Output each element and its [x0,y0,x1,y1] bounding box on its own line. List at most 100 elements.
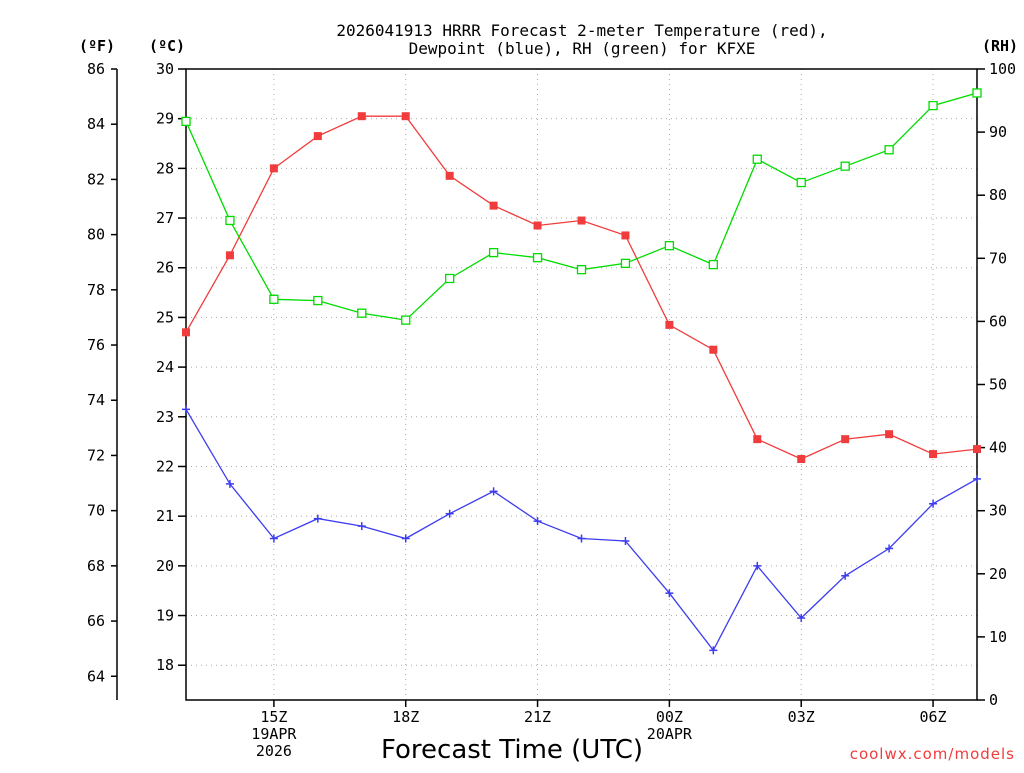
temperature-point [357,112,366,121]
x-tick-label: 03Z [788,708,815,726]
x-tick-label: 00Z [656,708,683,726]
rh-point [752,154,762,164]
rh-point [225,215,235,226]
temperature-point [182,328,190,337]
temperature-point [929,450,938,459]
rh-tick-label: 40 [989,439,1007,457]
dewpoint-point [929,499,938,508]
temperature-point [225,251,234,260]
dewpoint-point [797,614,806,623]
temperature-point [665,320,674,329]
dewpoint-point [533,517,542,526]
fahrenheit-tick-label: 80 [87,226,105,244]
dewpoint-point [357,522,366,531]
rh-tick-label: 100 [989,60,1016,78]
temperature-point [973,445,981,454]
dewpoint-point [577,534,586,543]
temperature-point [885,430,894,439]
fahrenheit-tick-label: 72 [87,446,105,464]
temperature-point [753,435,762,444]
rh-point [181,116,191,127]
rh-point [445,273,455,284]
celsius-tick-label: 24 [156,358,174,376]
rh-point [664,241,675,251]
rh-tick-label: 90 [989,123,1007,141]
axes: 18 19 20 21 22 23 24 25 26 27 28 29 30 64 66 68 70 72 74 76… [87,60,1016,760]
temperature-point [401,112,410,121]
fahrenheit-tick-label: 74 [87,391,105,409]
x-tick-label: 21Z [524,708,551,726]
x-tick-year-label: 2026 [256,742,292,760]
rh-point [269,294,279,304]
celsius-tick-label: 25 [156,308,174,326]
fahrenheit-unit-label: (ºF) [79,37,115,55]
dewpoint-point [841,571,850,580]
x-axis-label: Forecast Time (UTC) [381,735,643,765]
rh-tick-label: 10 [989,628,1007,646]
dewpoint-point [269,534,278,543]
dewpoint-point [313,514,322,523]
rh-tick-label: 60 [989,312,1007,330]
x-tick-label: 06Z [920,708,947,726]
fahrenheit-tick-label: 78 [87,281,105,299]
temperature-point [269,164,278,173]
chart-title-line1: 2026041913 HRRR Forecast 2-meter Tempera… [336,21,827,40]
rh-point [576,265,587,275]
celsius-tick-label: 26 [156,259,174,277]
chart-title-line2: Dewpoint (blue), RH (green) for KFXE [409,39,756,58]
dewpoint-line [185,408,978,652]
x-tick-label: 18Z [392,708,419,726]
temperature-point [489,201,498,210]
temperature-point [313,132,322,141]
dewpoint-point [709,646,718,655]
rh-point [488,247,499,258]
temperature-point [577,216,586,225]
rh-point [313,295,323,306]
temperature-line [185,115,978,460]
celsius-tick-label: 21 [156,507,174,525]
dewpoint-point [182,405,190,414]
rh-tick-label: 0 [989,691,998,709]
rh-point [972,88,982,98]
rh-tick-label: 80 [989,186,1007,204]
dewpoint-point [885,544,894,553]
celsius-tick-label: 30 [156,60,174,78]
rh-tick-label: 30 [989,502,1007,520]
celsius-tick-label: 23 [156,408,174,426]
celsius-tick-label: 22 [156,457,174,475]
dewpoint-point [621,537,630,546]
fahrenheit-tick-label: 68 [87,557,105,575]
celsius-tick-label: 20 [156,557,174,575]
fahrenheit-tick-label: 84 [87,115,105,133]
dewpoint-point [401,534,410,543]
x-tick-date-label: 20APR [647,725,693,743]
rh-point [884,145,894,155]
celsius-tick-label: 28 [156,159,174,177]
fahrenheit-tick-label: 66 [87,612,105,630]
celsius-tick-label: 19 [156,607,174,625]
rh-unit-label: (RH) [982,37,1018,55]
celsius-unit-label: (ºC) [149,37,185,55]
fahrenheit-tick-label: 70 [87,502,105,520]
temperature-point [841,435,850,444]
celsius-tick-label: 29 [156,110,174,128]
fahrenheit-tick-label: 64 [87,667,105,685]
data-series [181,88,982,655]
rh-point [840,161,850,171]
rh-line [185,92,978,321]
dewpoint-point [665,589,674,598]
fahrenheit-tick-label: 76 [87,336,105,354]
x-tick-date-label: 19APR [251,725,297,743]
credit-text: coolwx.com/models [850,745,1015,763]
celsius-tick-label: 18 [156,656,174,674]
dewpoint-point [225,479,234,488]
rh-point [928,100,938,111]
rh-point [357,308,367,318]
dewpoint-point [489,487,498,496]
rh-tick-label: 70 [989,249,1007,267]
dewpoint-point [445,509,454,518]
temperature-point [797,455,806,464]
celsius-tick-label: 27 [156,209,174,227]
rh-point [796,177,806,188]
